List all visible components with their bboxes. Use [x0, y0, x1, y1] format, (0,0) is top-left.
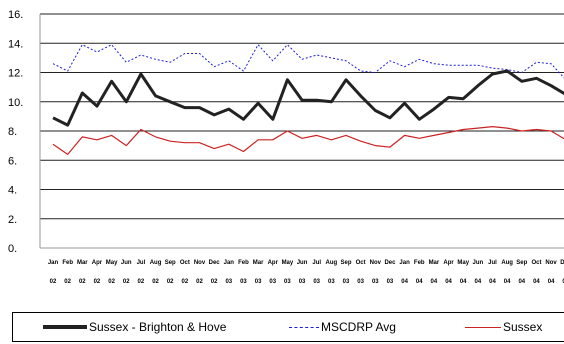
x-tick-year: 02: [79, 279, 86, 285]
legend-item-mscdrp: MSCDRP Avg: [289, 313, 396, 341]
x-tick-month: Oct: [531, 260, 541, 266]
legend: Sussex - Brighton & Hove MSCDRP Avg Suss…: [12, 312, 564, 342]
x-tick-month: Apr: [92, 260, 103, 266]
x-tick-month: Dec: [384, 260, 396, 266]
legend-item-sussex: Sussex: [465, 313, 542, 341]
x-tick-year: 02: [167, 279, 174, 285]
x-tick-month: Apr: [268, 260, 279, 266]
y-tick-label: 10.: [8, 97, 23, 109]
x-tick-month: Oct: [180, 260, 190, 266]
x-tick-year: 04: [401, 279, 408, 285]
x-tick-month: Feb: [62, 260, 73, 266]
x-tick-year: 02: [138, 279, 145, 285]
x-tick-year: 02: [182, 279, 189, 285]
x-tick-month: Jan: [224, 260, 235, 266]
x-tick-month: May: [106, 260, 118, 266]
x-tick-year: 02: [108, 279, 115, 285]
x-tick-month: Jul: [488, 260, 497, 266]
x-tick-year: 03: [240, 279, 247, 285]
x-tick-month: Aug: [501, 260, 513, 266]
y-tick-label: 8.: [8, 126, 17, 138]
y-tick-label: 16.: [8, 9, 23, 21]
x-tick-year: 03: [328, 279, 335, 285]
x-tick-month: Oct: [356, 260, 366, 266]
x-tick-month: Sep: [516, 260, 527, 266]
x-tick-year: 02: [211, 279, 218, 285]
x-tick-year: 03: [255, 279, 262, 285]
x-tick-year: 03: [372, 279, 379, 285]
x-tick-month: Jan: [48, 260, 59, 266]
y-tick-label: 12.: [8, 68, 23, 80]
x-tick-month: May: [457, 260, 469, 266]
x-tick-year: 04: [416, 279, 423, 285]
series-line-sussex: [52, 125, 564, 155]
x-tick-month: Jan: [399, 260, 410, 266]
x-tick-month: Apr: [443, 260, 454, 266]
x-tick-month: Sep: [165, 260, 176, 266]
x-tick-month: Dec: [209, 260, 221, 266]
x-tick-month: Sep: [340, 260, 351, 266]
x-tick-month: Nov: [545, 260, 557, 266]
x-tick-month: Nov: [370, 260, 382, 266]
y-tick-label: 4.: [8, 185, 17, 197]
x-tick-year: 03: [284, 279, 291, 285]
x-tick-month: Jun: [297, 260, 308, 266]
x-tick-year: 03: [313, 279, 320, 285]
y-tick-label: 6.: [8, 155, 17, 167]
legend-label-mscdrp: MSCDRP Avg: [321, 320, 396, 334]
x-tick-year: 02: [94, 279, 101, 285]
x-tick-month: May: [282, 260, 294, 266]
x-tick-month: Aug: [150, 260, 162, 266]
x-tick-month: Mar: [253, 260, 264, 266]
y-tick-label: 2.: [8, 214, 17, 226]
x-tick-year: 03: [357, 279, 364, 285]
x-tick-year: 04: [562, 279, 564, 285]
legend-swatch-mscdrp: [289, 326, 319, 328]
x-tick-year: 02: [196, 279, 203, 285]
x-tick-year: 03: [387, 279, 394, 285]
x-tick-month: Feb: [238, 260, 249, 266]
x-tick-month: Dec: [560, 260, 564, 266]
x-tick-year: 04: [475, 279, 482, 285]
x-tick-year: 04: [518, 279, 525, 285]
x-tick-year: 04: [533, 279, 540, 285]
y-axis-ticks: 0. 2. 4. 6. 8. 10. 12. 14. 16.: [8, 9, 23, 255]
x-tick-year: 04: [548, 279, 555, 285]
series-lines: [52, 44, 564, 155]
x-tick-year: 02: [123, 279, 130, 285]
x-tick-year: 03: [299, 279, 306, 285]
x-tick-month: Jul: [312, 260, 321, 266]
legend-swatch-sussex: [465, 326, 501, 328]
legend-item-brighton: Sussex - Brighton & Hove: [43, 313, 226, 341]
x-tick-month: Aug: [326, 260, 338, 266]
x-tick-year: 04: [460, 279, 467, 285]
x-tick-month: Nov: [194, 260, 206, 266]
x-tick-year: 04: [431, 279, 438, 285]
x-tick-year: 03: [225, 279, 232, 285]
legend-label-sussex: Sussex: [503, 320, 543, 334]
x-tick-year: 03: [269, 279, 276, 285]
x-tick-year: 02: [50, 279, 57, 285]
x-tick-year: 02: [64, 279, 71, 285]
x-tick-year: 04: [489, 279, 496, 285]
x-tick-month: Mar: [429, 260, 440, 266]
x-tick-month: Jul: [137, 260, 146, 266]
x-tick-year: 04: [445, 279, 452, 285]
x-tick-month: Jun: [121, 260, 132, 266]
legend-swatch-brighton: [43, 325, 87, 329]
y-tick-label: 14.: [8, 38, 23, 50]
series-line-sussex-brighton-hove: [52, 69, 564, 127]
x-tick-month: Feb: [414, 260, 425, 266]
x-axis-ticks: Jan 02 Feb 02 Mar 02 Apr 02 May 02 Jun 02 Jul 02 Aug 02…: [48, 260, 564, 285]
x-tick-year: 03: [343, 279, 350, 285]
x-tick-year: 04: [504, 279, 511, 285]
x-tick-month: Mar: [77, 260, 88, 266]
x-tick-year: 02: [152, 279, 159, 285]
legend-label-brighton: Sussex - Brighton & Hove: [89, 320, 227, 334]
x-tick-month: Jun: [473, 260, 484, 266]
y-tick-label: 0.: [8, 243, 17, 255]
